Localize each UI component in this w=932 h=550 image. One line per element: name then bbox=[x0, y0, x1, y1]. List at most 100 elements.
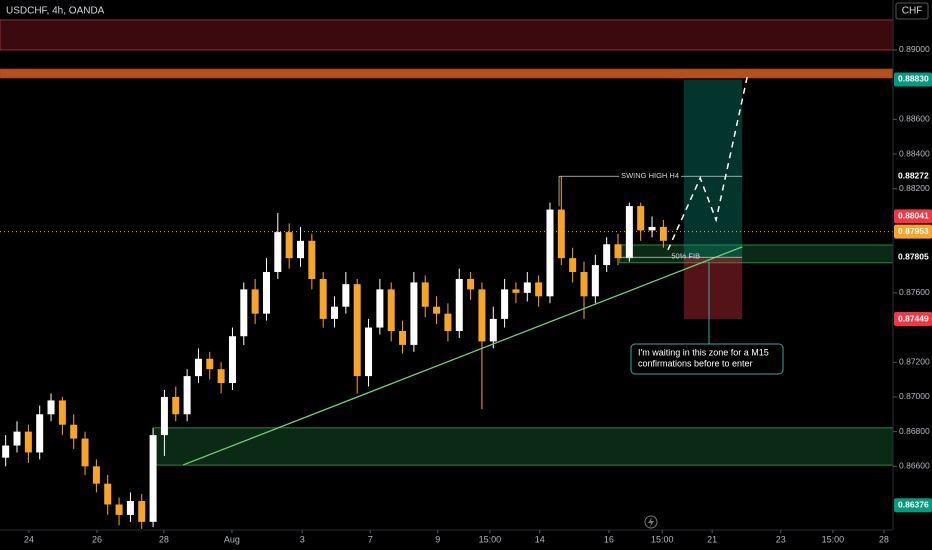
candle-body bbox=[410, 282, 418, 345]
label-bg bbox=[619, 170, 682, 183]
candle-body bbox=[444, 313, 452, 332]
y-tick-label: 0.88200 bbox=[899, 183, 930, 193]
candle-body bbox=[557, 209, 565, 259]
stop-area bbox=[683, 257, 743, 320]
y-tick-label: 0.86800 bbox=[899, 426, 930, 436]
candle-body bbox=[274, 232, 282, 273]
annotation-text: I'm waiting in this zone for a M15 bbox=[638, 347, 769, 357]
candle-body bbox=[387, 289, 395, 332]
price-badge-label: 0.88041 bbox=[898, 211, 929, 221]
zone bbox=[0, 68, 894, 79]
candle-body bbox=[285, 232, 293, 259]
candle-body bbox=[183, 376, 191, 415]
candle-body bbox=[331, 306, 339, 319]
swing-high-label: SWING HIGH H4 bbox=[621, 171, 679, 180]
y-tick-label: 0.87000 bbox=[899, 391, 930, 401]
candle-body bbox=[365, 327, 373, 377]
candle-body bbox=[591, 265, 599, 297]
candle-body bbox=[81, 438, 89, 467]
x-tick-label: Aug bbox=[224, 534, 240, 544]
price-badge-label: 0.88272 bbox=[898, 171, 929, 181]
price-badge bbox=[894, 250, 932, 265]
target-area bbox=[683, 79, 743, 258]
candle-body bbox=[535, 282, 543, 297]
plot: SWING HIGH H4 50% FIB I'm waiting in this … bbox=[0, 19, 894, 529]
zone bbox=[619, 244, 894, 264]
y-tick-label: 0.87600 bbox=[899, 287, 930, 297]
price-badge bbox=[894, 209, 932, 224]
price-badge bbox=[894, 224, 932, 239]
x-tick-label: 21 bbox=[707, 534, 717, 544]
price-badge-label: 0.87953 bbox=[898, 226, 929, 236]
candle-body bbox=[637, 206, 645, 231]
price-badge-label: 0.88830 bbox=[898, 74, 929, 84]
candle-body bbox=[376, 289, 384, 328]
candle-body bbox=[353, 284, 361, 377]
zone bbox=[152, 427, 894, 466]
price-badge bbox=[894, 498, 932, 513]
candle-body bbox=[421, 282, 429, 307]
price-badge-label: 0.87449 bbox=[898, 313, 929, 323]
candle-body bbox=[478, 289, 486, 342]
candle-body bbox=[489, 318, 497, 342]
candle-body bbox=[625, 206, 633, 259]
candle-body bbox=[523, 282, 531, 293]
candle-body bbox=[580, 272, 588, 297]
candle-body bbox=[433, 306, 441, 314]
x-tick-label: 15:00 bbox=[822, 534, 845, 544]
x-tick-label: 24 bbox=[24, 534, 34, 544]
candle-body bbox=[512, 289, 520, 293]
candle-body bbox=[206, 358, 214, 370]
lightning-icon[interactable] bbox=[644, 515, 658, 529]
zone bbox=[0, 19, 894, 51]
chart-title: USDCHF, 4h, OANDA bbox=[6, 6, 105, 17]
currency[interactable]: CHF bbox=[902, 6, 923, 17]
x-tick-label: 15:00 bbox=[479, 534, 502, 544]
price-badge bbox=[894, 312, 932, 327]
candle-body bbox=[262, 272, 270, 314]
price-badge bbox=[894, 169, 932, 184]
x-tick-label: 14 bbox=[535, 534, 545, 544]
candle-body bbox=[319, 278, 327, 319]
candle-body bbox=[13, 431, 21, 446]
candle-body bbox=[603, 244, 611, 266]
candle-body bbox=[2, 445, 10, 458]
candle-body bbox=[308, 240, 316, 279]
candle-body bbox=[467, 278, 475, 290]
candle-body bbox=[648, 226, 656, 231]
candle-body bbox=[228, 336, 236, 384]
currency-box[interactable] bbox=[895, 2, 929, 20]
price-badge bbox=[894, 72, 932, 87]
candle-body bbox=[342, 284, 350, 307]
candle-body bbox=[455, 278, 463, 332]
y-tick-label: 0.86600 bbox=[899, 461, 930, 471]
x-tick-label: 7 bbox=[368, 534, 373, 544]
x-tick-label: 28 bbox=[159, 534, 169, 544]
candle-body bbox=[24, 431, 32, 453]
candle-body bbox=[217, 369, 225, 384]
trendline bbox=[182, 246, 743, 466]
candle-body bbox=[399, 331, 407, 345]
x-tick-label: 9 bbox=[435, 534, 440, 544]
y-tick-label: 0.88400 bbox=[899, 148, 930, 158]
candle-body bbox=[36, 414, 44, 453]
candle-body bbox=[92, 466, 100, 484]
annotation-text: confirmations before to enter bbox=[638, 358, 753, 368]
x-tick-label: 16 bbox=[604, 534, 614, 544]
candle-body bbox=[115, 504, 123, 515]
candle-body bbox=[58, 400, 66, 425]
price-badge-label: 0.86376 bbox=[898, 499, 929, 509]
x-tick-label: 28 bbox=[879, 534, 889, 544]
candle-body bbox=[172, 396, 180, 415]
x-tick-label: 3 bbox=[300, 534, 305, 544]
candle-body bbox=[138, 501, 146, 522]
candle-body bbox=[149, 435, 157, 522]
projection-path bbox=[667, 73, 749, 251]
candle-body bbox=[546, 209, 554, 297]
candle-body bbox=[240, 289, 248, 337]
candle-body bbox=[251, 289, 259, 314]
fib-label: 50% FIB bbox=[671, 251, 700, 260]
candle-body bbox=[104, 483, 112, 505]
